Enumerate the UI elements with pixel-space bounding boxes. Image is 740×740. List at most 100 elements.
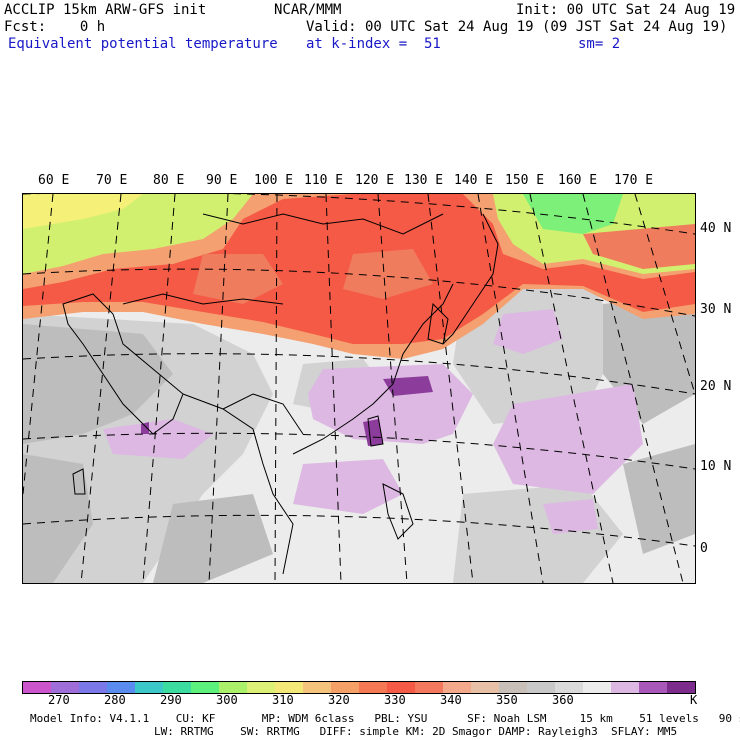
lon-label: 140 E xyxy=(454,173,494,188)
colorbar-swatch xyxy=(359,682,387,693)
meridian xyxy=(427,194,474,583)
colorbar-label: 340 xyxy=(440,693,462,707)
lon-label: 80 E xyxy=(153,173,185,188)
colorbar-swatch xyxy=(527,682,555,693)
meridian xyxy=(274,194,278,583)
salmon-patch xyxy=(343,249,433,299)
purple-region xyxy=(308,364,473,444)
init-time: Init: 00 UTC Sat 24 Aug 19 xyxy=(516,2,736,18)
meridian xyxy=(477,194,544,583)
purple-region xyxy=(383,376,433,396)
colorbar-label: 310 xyxy=(272,693,294,707)
meridian xyxy=(582,194,684,583)
colorbar-swatch xyxy=(667,682,695,693)
lon-label: 160 E xyxy=(558,173,598,188)
colorbar-label: 280 xyxy=(104,693,126,707)
purple-region xyxy=(493,384,643,494)
lat-label: 30 N xyxy=(700,302,732,317)
colorbar-swatch xyxy=(247,682,275,693)
colorbar-swatch xyxy=(79,682,107,693)
colorbar-label: 290 xyxy=(160,693,182,707)
lon-label: 100 E xyxy=(254,173,294,188)
colorbar-swatch xyxy=(471,682,499,693)
colorbar-swatch xyxy=(415,682,443,693)
china-coast xyxy=(292,283,454,455)
forecast-hour: Fcst: 0 h xyxy=(4,19,106,35)
field-name: Equivalent potential temperature xyxy=(8,36,278,52)
purple-region xyxy=(141,422,149,434)
lat-label: 0 xyxy=(700,541,708,556)
meridian xyxy=(80,194,122,583)
meridian xyxy=(142,194,176,583)
purple-region xyxy=(493,309,563,354)
map-panel xyxy=(22,193,696,584)
lon-label: 150 E xyxy=(505,173,545,188)
lon-label: 130 E xyxy=(404,173,444,188)
colorbar-unit: K xyxy=(690,693,698,707)
colorbar-label: 350 xyxy=(496,693,518,707)
gray-region xyxy=(623,444,695,554)
level-index: at k-index = 51 xyxy=(306,36,441,52)
lon-label: 110 E xyxy=(304,173,344,188)
lat-label: 20 N xyxy=(700,379,732,394)
india-coast xyxy=(62,293,184,435)
model-info-line1: Model Info: V4.1.1 CU: KF MP: WDM 6class… xyxy=(30,712,740,725)
gray-region xyxy=(23,454,93,583)
purple-region xyxy=(543,499,598,534)
lon-label: 120 E xyxy=(355,173,395,188)
lat-label: 10 N xyxy=(700,459,732,474)
korea-coast xyxy=(427,302,449,345)
philippines-coast xyxy=(382,483,414,540)
colorbar-label: 300 xyxy=(216,693,238,707)
colorbar-swatch xyxy=(443,682,471,693)
colorbar-swatch xyxy=(219,682,247,693)
salmon-patch xyxy=(193,254,283,304)
parallel xyxy=(23,514,695,547)
colorbar-swatch xyxy=(163,682,191,693)
colorbar-swatch xyxy=(583,682,611,693)
green-region xyxy=(523,194,623,234)
lon-label: 60 E xyxy=(38,173,70,188)
colorbar-label: 270 xyxy=(48,693,70,707)
model-title: ACCLIP 15km ARW-GFS init xyxy=(4,2,207,18)
map-canvas xyxy=(23,194,695,583)
lon-label: 70 E xyxy=(96,173,128,188)
organization-label: NCAR/MMM xyxy=(274,2,342,18)
meridian xyxy=(377,194,408,583)
meridian xyxy=(208,194,229,583)
colorbar-swatch xyxy=(135,682,163,693)
colorbar-swatch xyxy=(639,682,667,693)
colorbar-label: 330 xyxy=(384,693,406,707)
colorbar-swatch xyxy=(611,682,639,693)
purple-region xyxy=(363,419,383,446)
colorbar-swatch xyxy=(499,682,527,693)
colorbar-swatch xyxy=(387,682,415,693)
border xyxy=(122,293,284,305)
parallel xyxy=(23,353,695,395)
colorbar-swatch xyxy=(23,682,51,693)
colorbar-swatch xyxy=(555,682,583,693)
taiwan-coast xyxy=(367,415,384,447)
border xyxy=(222,393,304,435)
colorbar-swatch xyxy=(51,682,79,693)
coastlines xyxy=(62,213,499,575)
colorbar-label: 320 xyxy=(328,693,350,707)
valid-time: Valid: 00 UTC Sat 24 Aug 19 (09 JST Sat … xyxy=(306,19,728,35)
colorbar-swatch xyxy=(191,682,219,693)
colorbar-swatch xyxy=(107,682,135,693)
colorbar-label: 360 xyxy=(552,693,574,707)
smoothing-label: sm= 2 xyxy=(578,36,621,52)
border xyxy=(202,213,444,235)
colorbar xyxy=(22,681,696,694)
lon-label: 90 E xyxy=(206,173,238,188)
yellow-region xyxy=(23,194,143,229)
japan-coast xyxy=(442,213,499,345)
parallel xyxy=(23,432,695,470)
colorbar-swatch xyxy=(303,682,331,693)
lat-label: 40 N xyxy=(700,221,732,236)
meridian xyxy=(529,194,614,583)
red-core xyxy=(583,224,695,269)
parallel xyxy=(23,194,695,235)
purple-region xyxy=(293,459,403,514)
purple-region xyxy=(103,419,213,459)
